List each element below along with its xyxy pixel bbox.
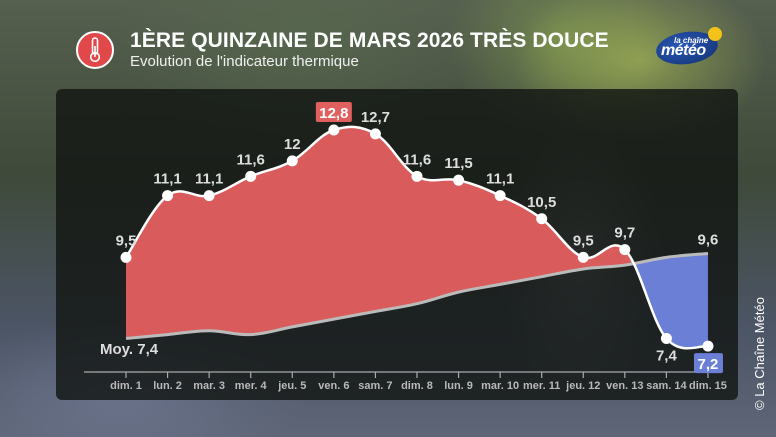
value-label: 10,5 bbox=[527, 194, 556, 211]
data-point bbox=[328, 124, 340, 136]
thermometer-icon bbox=[76, 31, 114, 69]
x-tick-label: mer. 11 bbox=[523, 380, 560, 392]
x-tick-label: dim. 8 bbox=[401, 380, 433, 392]
data-point bbox=[536, 213, 548, 225]
normal-line bbox=[125, 252, 709, 340]
x-tick-label: lun. 2 bbox=[153, 380, 182, 392]
copyright: © La Chaîne Météo bbox=[752, 297, 767, 410]
x-tick-label: jeu. 12 bbox=[565, 380, 600, 392]
min-label: 7,2 bbox=[698, 356, 719, 373]
value-label: 11,6 bbox=[237, 151, 265, 168]
sun-icon bbox=[708, 27, 722, 41]
max-label: 12,8 bbox=[319, 105, 348, 122]
header: 1ÈRE QUINZAINE DE MARS 2026 TRÈS DOUCE E… bbox=[76, 24, 609, 76]
value-label: 12,7 bbox=[361, 109, 390, 126]
value-label: 11,1 bbox=[486, 171, 514, 188]
value-label: 9,7 bbox=[614, 225, 635, 242]
value-label: 11,5 bbox=[444, 155, 472, 172]
data-point bbox=[120, 251, 132, 263]
value-label: 9,5 bbox=[573, 232, 594, 249]
x-tick-label: mer. 4 bbox=[235, 380, 268, 392]
chart-title: 1ÈRE QUINZAINE DE MARS 2026 TRÈS DOUCE bbox=[130, 29, 609, 52]
x-tick-label: sam. 14 bbox=[646, 380, 687, 392]
data-point bbox=[162, 190, 174, 202]
value-label: 12 bbox=[284, 136, 301, 153]
data-point bbox=[453, 174, 465, 186]
value-label: 7,4 bbox=[656, 347, 678, 364]
data-point bbox=[286, 155, 298, 167]
x-tick-label: dim. 15 bbox=[689, 380, 727, 392]
data-point bbox=[494, 190, 506, 202]
data-point bbox=[577, 251, 589, 263]
x-tick-label: mar. 10 bbox=[481, 380, 519, 392]
data-point bbox=[702, 340, 714, 352]
above-normal-area bbox=[126, 126, 708, 339]
value-label: 11,1 bbox=[195, 171, 223, 188]
data-point bbox=[203, 190, 215, 202]
x-tick-label: sam. 7 bbox=[358, 380, 392, 392]
value-label: 11,6 bbox=[403, 151, 431, 168]
value-label: 11,1 bbox=[153, 171, 181, 188]
x-tick-label: mar. 3 bbox=[193, 380, 225, 392]
x-tick-label: lun. 9 bbox=[444, 380, 473, 392]
data-point bbox=[369, 128, 381, 140]
x-tick-label: ven. 13 bbox=[606, 380, 643, 392]
normal-end-label: 9,6 bbox=[698, 232, 719, 249]
data-point bbox=[619, 244, 631, 256]
chart-subtitle: Evolution de l'indicateur thermique bbox=[130, 53, 359, 70]
data-point bbox=[660, 332, 672, 344]
data-point bbox=[411, 170, 423, 182]
x-tick-label: dim. 1 bbox=[110, 380, 142, 392]
data-point bbox=[245, 170, 257, 182]
value-label: 9,5 bbox=[116, 232, 137, 249]
x-tick-label: jeu. 5 bbox=[277, 380, 306, 392]
normal-start-label: Moy. 7,4 bbox=[100, 341, 159, 358]
x-tick-label: ven. 6 bbox=[318, 380, 349, 392]
